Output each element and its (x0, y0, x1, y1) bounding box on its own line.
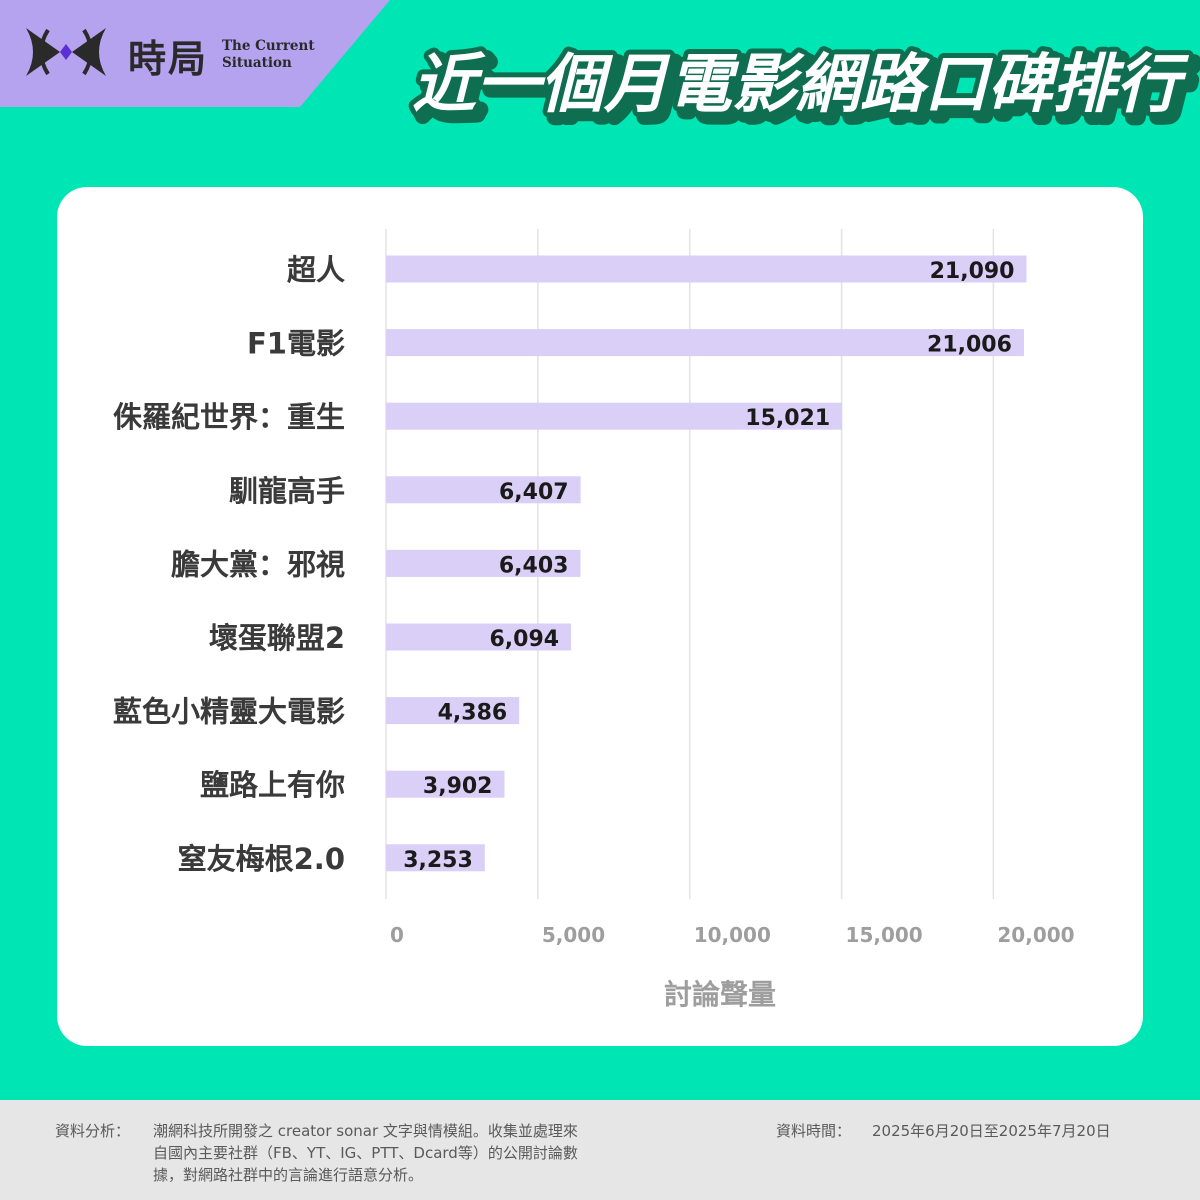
page-title-text: 近一個月電影網路口碑排行 (412, 48, 1190, 122)
data-label: 6,094 (489, 627, 559, 652)
data-label: 21,006 (927, 333, 1012, 358)
data-label: 15,021 (745, 406, 830, 431)
footer: 資料分析： 潮網科技所開發之 creator sonar 文字與情模組。收集並處… (0, 1100, 1200, 1200)
brand-name-en-line2: Situation (222, 55, 292, 71)
category-label: 膽大黨：邪視 (171, 547, 345, 581)
page-title: 近一個月電影網路口碑排行 近一個月電影網路口碑排行 (330, 22, 1200, 135)
data-label: 4,386 (438, 701, 508, 726)
brand-name-en: The Current Situation (222, 38, 332, 72)
category-label: F1電影 (247, 327, 345, 361)
page-title-shadow: 近一個月電影網路口碑排行 (418, 54, 1196, 128)
brand-name-en-line1: The Current (222, 38, 315, 54)
data-label: 3,902 (423, 774, 493, 799)
bar (386, 770, 505, 798)
brand-name-cn: 時局 (128, 36, 209, 81)
x-axis-label: 討論聲量 (664, 978, 776, 1011)
bar (386, 549, 581, 577)
category-label: 侏羅紀世界：重生 (113, 400, 345, 434)
chart-card: 21,090 超人 21,006 F1電影 15,021 侏羅紀世界：重生 6,407 馴龍高… (57, 187, 1143, 1046)
bowtie-eye-logo-icon (26, 28, 106, 76)
bar (386, 329, 1024, 357)
category-label: 馴龍高手 (229, 474, 345, 508)
source-text: 潮網科技所開發之 creator sonar 文字與情模組。收集並處理來 自國內… (153, 1120, 673, 1186)
bar (386, 844, 485, 872)
date-label: 資料時間： (776, 1122, 852, 1140)
x-tick-label: 5,000 (542, 923, 605, 947)
source-label: 資料分析： (55, 1122, 131, 1140)
bar-chart: 21,090 超人 21,006 F1電影 15,021 侏羅紀世界：重生 6,407 馴龍高… (113, 229, 1075, 1011)
x-tick-label: 0 (390, 923, 404, 947)
bar (386, 402, 843, 430)
category-label: 鹽路上有你 (200, 768, 345, 802)
category-label: 藍色小精靈大電影 (113, 695, 345, 729)
brand-tab: 時局 The Current Situation (0, 0, 390, 107)
category-label: 壞蛋聯盟2 (209, 621, 345, 655)
bar (386, 623, 572, 651)
category-label: 超人 (287, 253, 345, 287)
data-label: 6,403 (499, 553, 569, 578)
source-line: 據，對網路社群中的言論進行語意分析。 (153, 1166, 424, 1184)
x-tick-label: 10,000 (694, 923, 771, 947)
category-label: 窒友梅根2.0 (178, 842, 345, 876)
x-tick-label: 20,000 (997, 923, 1074, 947)
data-label: 21,090 (930, 259, 1015, 284)
data-label: 6,407 (499, 480, 569, 505)
bar (386, 255, 1027, 283)
x-tick-label: 15,000 (846, 923, 923, 947)
source-line: 自國內主要社群（FB、YT、IG、PTT、Dcard等）的公開討論數 (153, 1144, 578, 1162)
source-line: 潮網科技所開發之 creator sonar 文字與情模組。收集並處理來 (153, 1122, 578, 1140)
date-range: 2025年6月20日至2025年7月20日 (872, 1122, 1111, 1140)
bar (386, 697, 520, 725)
data-label: 3,253 (403, 848, 473, 873)
bar (386, 476, 581, 504)
